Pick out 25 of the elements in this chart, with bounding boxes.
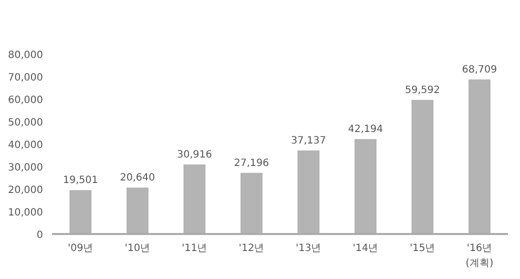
y-tick-label: 20,000 <box>8 185 43 196</box>
y-tick-label: 10,000 <box>8 208 43 218</box>
y-tick-label: 50,000 <box>8 118 43 128</box>
data-label: 59,592 <box>405 84 440 96</box>
x-tick-label: '11년 <box>182 243 208 254</box>
y-tick-label: 30,000 <box>8 162 43 174</box>
data-label: 42,194 <box>348 124 383 136</box>
x-tick-label: '12년 <box>238 243 264 254</box>
data-label: 19,501 <box>63 175 98 186</box>
data-label: 37,137 <box>291 135 326 146</box>
y-tick-label: 70,000 <box>8 72 43 84</box>
y-tick-label: 60,000 <box>8 95 43 106</box>
data-label: 30,916 <box>177 149 212 160</box>
data-label: 27,196 <box>234 158 269 169</box>
y-tick-label: 80,000 <box>8 50 43 61</box>
x-tick-label: '09년 <box>68 243 94 254</box>
y-tick-label: 40,000 <box>8 140 43 151</box>
x-tick-label: '14년 <box>352 243 378 254</box>
x-tick-label: '15년 <box>410 243 436 254</box>
x-tick-label: '16년 (계획) <box>466 243 494 269</box>
data-label: 68,709 <box>462 64 497 76</box>
data-label: 20,640 <box>120 172 155 184</box>
x-tick-label: '10년 <box>124 243 150 254</box>
x-tick-label: '13년 <box>296 243 322 254</box>
y-tick-label: 0 <box>36 230 43 241</box>
